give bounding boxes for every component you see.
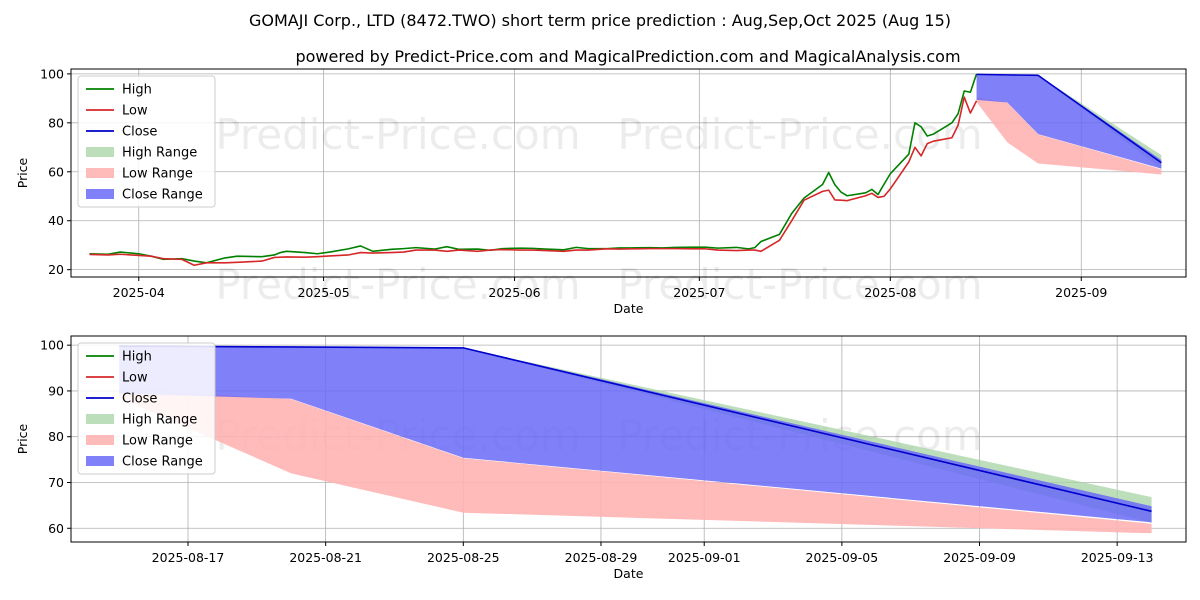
legend-label: Low bbox=[122, 371, 148, 386]
x-tick-label: 2025-05 bbox=[297, 285, 349, 300]
x-tick-label: 2025-07 bbox=[673, 285, 725, 300]
y-axis-label: Price bbox=[15, 423, 30, 454]
axes-frame bbox=[70, 68, 1187, 278]
legend-patch-swatch bbox=[86, 168, 114, 178]
x-tick-label: 2025-09-09 bbox=[943, 550, 1016, 565]
legend-label: Close bbox=[122, 125, 157, 140]
x-tick-label: 2025-08-21 bbox=[289, 550, 362, 565]
low-line bbox=[89, 96, 978, 267]
legend-patch-swatch bbox=[86, 456, 114, 466]
y-tick-label: 90 bbox=[48, 383, 64, 398]
watermark-text: Predict-Price.com bbox=[215, 260, 580, 309]
legend-patch-swatch bbox=[86, 147, 114, 157]
y-tick-label: 100 bbox=[40, 66, 64, 81]
chart-title: GOMAJI Corp., LTD (8472.TWO) short term … bbox=[249, 11, 951, 30]
x-axis-label: Date bbox=[614, 301, 644, 316]
low-range-band bbox=[976, 97, 1162, 175]
x-axis-label: Date bbox=[614, 566, 644, 581]
y-tick-label: 80 bbox=[48, 115, 64, 130]
legend-label: Close Range bbox=[122, 455, 203, 470]
x-tick-label: 2025-09-13 bbox=[1081, 550, 1154, 565]
legend-label: Low Range bbox=[122, 434, 193, 449]
legend-label: Low Range bbox=[122, 167, 193, 182]
x-tick-label: 2025-08 bbox=[864, 285, 916, 300]
y-tick-label: 80 bbox=[48, 429, 64, 444]
legend-label: High Range bbox=[122, 413, 197, 428]
y-tick-label: 40 bbox=[48, 213, 64, 228]
close-line bbox=[976, 73, 1162, 164]
x-tick-label: 2025-06 bbox=[488, 285, 540, 300]
chart-subtitle: powered by Predict-Price.com and Magical… bbox=[295, 47, 960, 66]
legend-label: High bbox=[122, 350, 152, 365]
y-axis-label: Price bbox=[15, 157, 30, 188]
y-tick-label: 20 bbox=[48, 262, 64, 277]
x-tick-label: 2025-09 bbox=[1055, 285, 1107, 300]
x-tick-label: 2025-08-17 bbox=[152, 550, 225, 565]
legend-label: High bbox=[122, 83, 152, 98]
low-range-band bbox=[119, 388, 1152, 534]
y-tick-label: 70 bbox=[48, 475, 64, 490]
axes-frame bbox=[70, 335, 1187, 543]
watermark-text: Predict-Price.com bbox=[215, 110, 580, 159]
x-tick-label: 2025-09-01 bbox=[668, 550, 741, 565]
legend-patch-swatch bbox=[86, 435, 114, 445]
legend-patch-swatch bbox=[86, 189, 114, 199]
x-tick-label: 2025-08-25 bbox=[427, 550, 500, 565]
x-tick-label: 2025-09-05 bbox=[806, 550, 879, 565]
y-tick-label: 60 bbox=[48, 521, 64, 536]
close-range-band bbox=[119, 345, 1152, 523]
x-tick-label: 2025-04 bbox=[113, 285, 165, 300]
y-tick-label: 100 bbox=[40, 338, 64, 353]
close-range-band bbox=[976, 74, 1162, 169]
legend-label: Close Range bbox=[122, 188, 203, 203]
legend-label: Low bbox=[122, 104, 148, 119]
legend-label: High Range bbox=[122, 146, 197, 161]
watermark-text: Predict-Price.com bbox=[617, 110, 982, 159]
bottom-chart-panel: Predict-Price.comPredict-Price.com2025-0… bbox=[15, 335, 1187, 581]
watermark-text: Predict-Price.com bbox=[617, 260, 982, 309]
legend-patch-swatch bbox=[86, 414, 114, 424]
x-tick-label: 2025-08-29 bbox=[565, 550, 638, 565]
y-tick-label: 60 bbox=[48, 164, 64, 179]
top-chart-panel: Predict-Price.com Predict-Price.com Predic… bbox=[15, 66, 1187, 316]
legend-label: Close bbox=[122, 392, 157, 407]
high-line bbox=[89, 73, 978, 264]
